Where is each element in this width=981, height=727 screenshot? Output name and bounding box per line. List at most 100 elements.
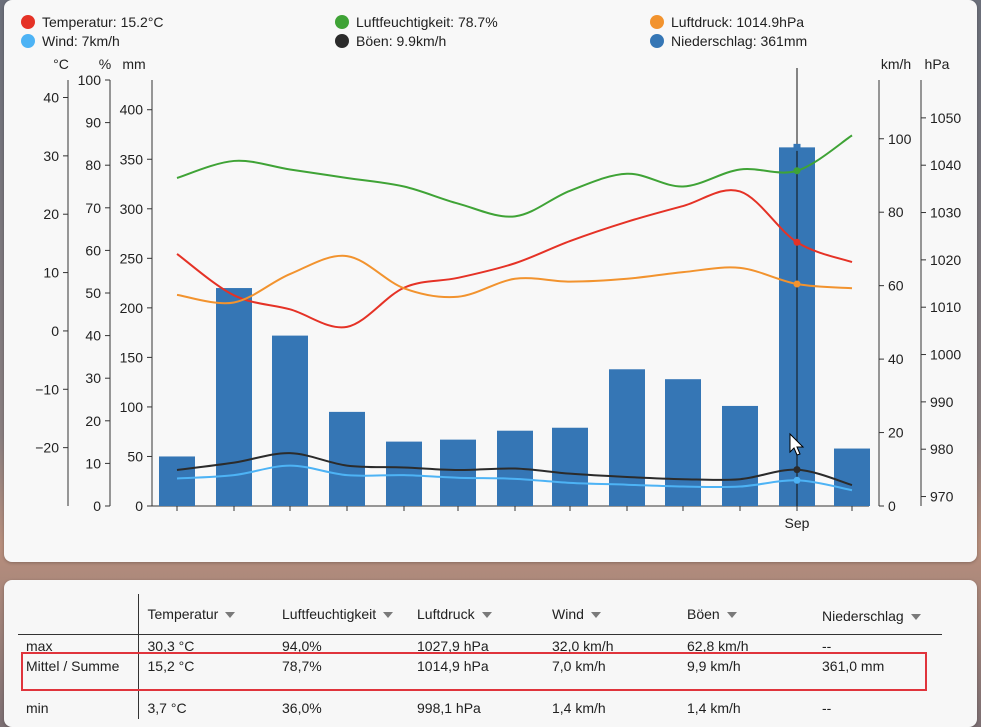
tick-label-humidity: 90 — [85, 115, 101, 131]
tick-label-temp: 0 — [51, 323, 59, 339]
header-label: Wind — [552, 606, 584, 622]
table-row-min: min 3,7 °C 36,0% 998,1 hPa 1,4 km/h 1,4 … — [18, 696, 942, 719]
legend-item-niederschlag[interactable]: Niederschlag: 361mm — [650, 33, 807, 49]
cell: 32,0 km/h — [552, 638, 614, 654]
table-row-max: max 30,3 °C 94,0% 1027,9 hPa 32,0 km/h 6… — [18, 634, 942, 657]
cell: 1027,9 hPa — [417, 638, 489, 654]
stats-table-card: Temperatur Luftfeuchtigkeit Luftdruck Wi… — [4, 580, 977, 727]
cursor-marker — [793, 167, 801, 175]
cell: 94,0% — [282, 638, 322, 654]
cell: 7,0 km/h — [552, 657, 606, 674]
tick-label-pressure: 990 — [930, 394, 954, 410]
precip-bar — [665, 379, 701, 506]
mouse-pointer-icon — [789, 432, 805, 456]
legend-item-boeen[interactable]: Böen: 9.9km/h — [335, 33, 446, 49]
precip-bar — [552, 427, 588, 506]
table-header-row: Temperatur Luftfeuchtigkeit Luftdruck Wi… — [18, 594, 942, 635]
tick-label-precip: 250 — [120, 250, 144, 266]
tick-label-pressure: 1020 — [930, 252, 961, 268]
tick-label-humidity: 70 — [85, 200, 101, 216]
series-line-wind — [176, 464, 853, 492]
tick-label-wind: 60 — [888, 278, 904, 294]
axis-unit-wind: km/h — [881, 56, 911, 72]
precip-bar — [272, 335, 308, 506]
axis-unit-temp: °C — [53, 56, 69, 72]
row-label: min — [18, 696, 139, 719]
legend-item-luftdruck[interactable]: Luftdruck: 1014.9hPa — [650, 14, 804, 30]
tick-label-wind: 40 — [888, 351, 904, 367]
sort-arrow-icon — [590, 612, 601, 619]
tick-label-temp: −10 — [35, 381, 59, 397]
cell: 998,1 hPa — [417, 699, 481, 716]
precip-bar — [329, 411, 365, 506]
tick-label-precip: 200 — [120, 300, 144, 316]
cursor-marker — [793, 238, 801, 246]
header-label: Böen — [687, 606, 720, 622]
tick-label-humidity: 80 — [85, 157, 101, 173]
weather-chart[interactable]: −20−10010203040°C0102030405060708090100%… — [4, 0, 977, 560]
tick-label-humidity: 20 — [85, 413, 101, 429]
cell: 36,0% — [282, 699, 322, 716]
chart-card: Temperatur: 15.2°C Luftfeuchtigkeit: 78.… — [4, 0, 977, 562]
cursor-marker — [793, 476, 801, 484]
cell: 1,4 km/h — [687, 699, 741, 716]
series-line-temperatur — [176, 189, 853, 329]
header-label: Temperatur — [147, 606, 219, 622]
tick-label-humidity: 10 — [85, 455, 101, 471]
sort-arrow-icon — [481, 612, 492, 619]
precip-bar — [722, 405, 758, 506]
tick-label-humidity: 100 — [78, 72, 102, 88]
row-label: max — [18, 634, 139, 657]
tick-label-pressure: 1040 — [930, 157, 961, 173]
cursor-marker — [793, 466, 801, 474]
tick-label-wind: 100 — [888, 131, 912, 147]
legend-label: Wind: 7km/h — [42, 33, 120, 49]
sort-arrow-icon — [910, 614, 921, 621]
legend-dot-icon — [650, 34, 664, 48]
cell: -- — [822, 638, 832, 654]
tick-label-pressure: 1010 — [930, 299, 961, 315]
legend-label: Luftdruck: 1014.9hPa — [671, 14, 805, 30]
header-label: Niederschlag — [822, 608, 904, 624]
header-label: Luftdruck — [417, 606, 475, 622]
header-luftfeuchtigkeit[interactable]: Luftfeuchtigkeit — [273, 594, 417, 635]
axis-unit-precip: mm — [122, 56, 145, 72]
tick-label-temp: 30 — [43, 148, 59, 164]
cursor-marker — [793, 143, 801, 151]
header-temperatur[interactable]: Temperatur — [138, 594, 273, 635]
tick-label-temp: 40 — [43, 90, 59, 106]
axis-unit-pressure: hPa — [925, 56, 950, 72]
legend-dot-icon — [21, 15, 35, 29]
legend-item-wind[interactable]: Wind: 7km/h — [21, 33, 120, 49]
sort-arrow-icon — [383, 612, 394, 619]
header-wind[interactable]: Wind — [552, 594, 687, 635]
precip-bar — [216, 288, 252, 506]
cell: 3,7 °C — [147, 699, 187, 716]
tick-label-wind: 20 — [888, 425, 904, 441]
highlight-box — [21, 652, 927, 691]
header-boeen[interactable]: Böen — [687, 594, 822, 635]
header-luftdruck[interactable]: Luftdruck — [417, 594, 552, 635]
axis-unit-humidity: % — [99, 56, 111, 72]
cell: -- — [822, 699, 832, 716]
tick-label-pressure: 970 — [930, 489, 954, 505]
tick-label-temp: −20 — [35, 440, 59, 456]
legend-item-luftfeuchtigkeit[interactable]: Luftfeuchtigkeit: 78.7% — [335, 14, 498, 30]
precip-bar — [159, 456, 195, 506]
tick-label-precip: 300 — [120, 201, 144, 217]
tick-label-pressure: 980 — [930, 441, 954, 457]
tick-label-humidity: 40 — [85, 328, 101, 344]
tick-label-pressure: 1000 — [930, 347, 961, 363]
precip-bar — [386, 441, 422, 506]
cell: 62,8 km/h — [687, 638, 749, 654]
cell: 1,4 km/h — [552, 699, 606, 716]
header-empty — [18, 594, 139, 635]
tick-label-wind: 0 — [888, 498, 896, 514]
tick-label-humidity: 50 — [85, 285, 101, 301]
legend-item-temperatur[interactable]: Temperatur: 15.2°C — [21, 14, 164, 30]
header-niederschlag[interactable]: Niederschlag — [822, 594, 942, 635]
header-label: Luftfeuchtigkeit — [282, 606, 377, 622]
tick-label-precip: 100 — [120, 399, 144, 415]
sort-arrow-icon — [225, 612, 236, 619]
cell: 9,9 km/h — [687, 657, 741, 674]
